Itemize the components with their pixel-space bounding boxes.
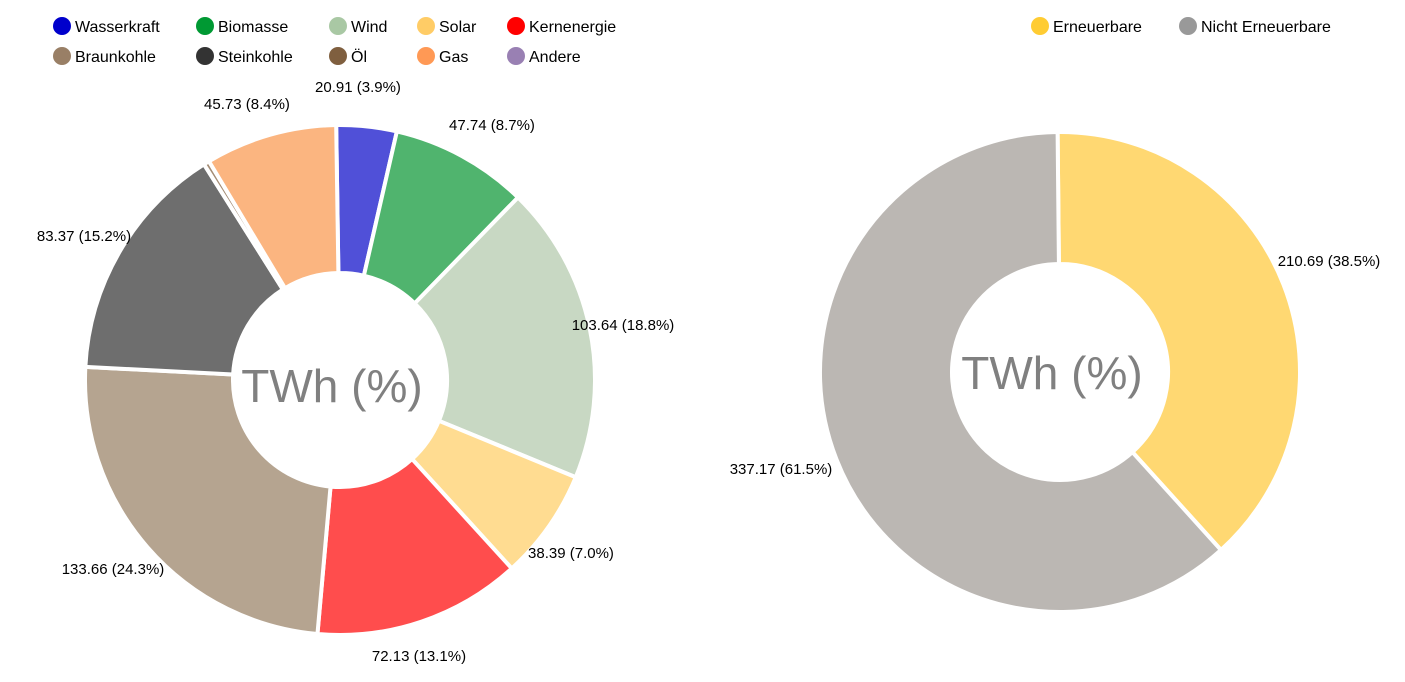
legend-item-nicht-erneuerbare[interactable]: Nicht Erneuerbare (1201, 19, 1331, 36)
legend-swatch-braunkohle (53, 47, 71, 65)
legend-item-solar[interactable]: Solar (439, 19, 477, 36)
chart-energy-sources: Wasserkraft Biomasse Wind Solar Kernenergie B… (37, 17, 674, 665)
energy-slice-wind[interactable] (412, 195, 597, 480)
donut-energy-sources (83, 123, 597, 637)
center-label: TWh (%) (961, 347, 1142, 399)
labels-renewable-share: 210.69 (38.5%) 337.17 (61.5%) (730, 253, 1381, 478)
renewable-slice-erneuerbare[interactable] (1055, 130, 1302, 552)
legend-energy-sources: Wasserkraft Biomasse Wind Solar Kernenergie B… (53, 17, 616, 66)
energy-slice-kernenergie[interactable] (315, 457, 514, 637)
center-label: TWh (%) (241, 360, 422, 412)
legend-item-kernenergie[interactable]: Kernenergie (529, 19, 616, 36)
energy-data-label-wasserkraft: 20.91 (3.9%) (315, 79, 401, 96)
renewable-slice-nicht-erneuerbare[interactable] (818, 130, 1223, 614)
renewable-data-label-erneuerbare: 210.69 (38.5%) (1278, 253, 1381, 270)
donut-renewable-share (818, 130, 1302, 614)
legend-swatch-gas (417, 47, 435, 65)
legend-item-erneuerbare[interactable]: Erneuerbare (1053, 19, 1142, 36)
legend-swatch-steinkohle (196, 47, 214, 65)
labels-energy-sources: 20.91 (3.9%) 47.74 (8.7%) 103.64 (18.8%) 38… (37, 79, 674, 665)
energy-data-label-steinkohle: 83.37 (15.2%) (37, 228, 131, 245)
energy-data-label-braunkohle: 133.66 (24.3%) (62, 561, 165, 578)
legend-swatch-biomasse (196, 17, 214, 35)
legend-item-oel[interactable]: Öl (351, 48, 367, 66)
legend-swatch-nicht-erneuerbare (1179, 17, 1197, 35)
energy-data-label-gas: 45.73 (8.4%) (204, 96, 290, 113)
legend-swatch-solar (417, 17, 435, 35)
legend-swatch-wind (329, 17, 347, 35)
legend-item-andere[interactable]: Andere (529, 49, 581, 66)
legend-swatch-wasserkraft (53, 17, 71, 35)
legend-swatch-kernenergie (507, 17, 525, 35)
energy-slice-gas[interactable] (206, 123, 341, 291)
legend-swatch-andere (507, 47, 525, 65)
legend-renewable-share: Erneuerbare Nicht Erneuerbare (1031, 17, 1331, 36)
energy-data-label-kernenergie: 72.13 (13.1%) (372, 648, 466, 665)
legend-item-braunkohle[interactable]: Braunkohle (75, 49, 156, 66)
chart-renewable-share: Erneuerbare Nicht Erneuerbare 210.69 (38.… (730, 17, 1381, 614)
legend-item-steinkohle[interactable]: Steinkohle (218, 49, 293, 66)
energy-data-label-solar: 38.39 (7.0%) (528, 545, 614, 562)
legend-swatch-erneuerbare (1031, 17, 1049, 35)
legend-item-wasserkraft[interactable]: Wasserkraft (75, 19, 160, 36)
legend-item-gas[interactable]: Gas (439, 49, 468, 66)
energy-data-label-wind: 103.64 (18.8%) (572, 317, 675, 334)
legend-item-wind[interactable]: Wind (351, 19, 387, 36)
legend-item-biomasse[interactable]: Biomasse (218, 19, 288, 36)
energy-data-label-biomasse: 47.74 (8.7%) (449, 117, 535, 134)
legend-swatch-oel (329, 47, 347, 65)
energy-slice-steinkohle[interactable] (83, 162, 285, 377)
energy-slice-braunkohle[interactable] (83, 364, 333, 637)
renewable-data-label-nicht-erneuerbare: 337.17 (61.5%) (730, 461, 833, 478)
